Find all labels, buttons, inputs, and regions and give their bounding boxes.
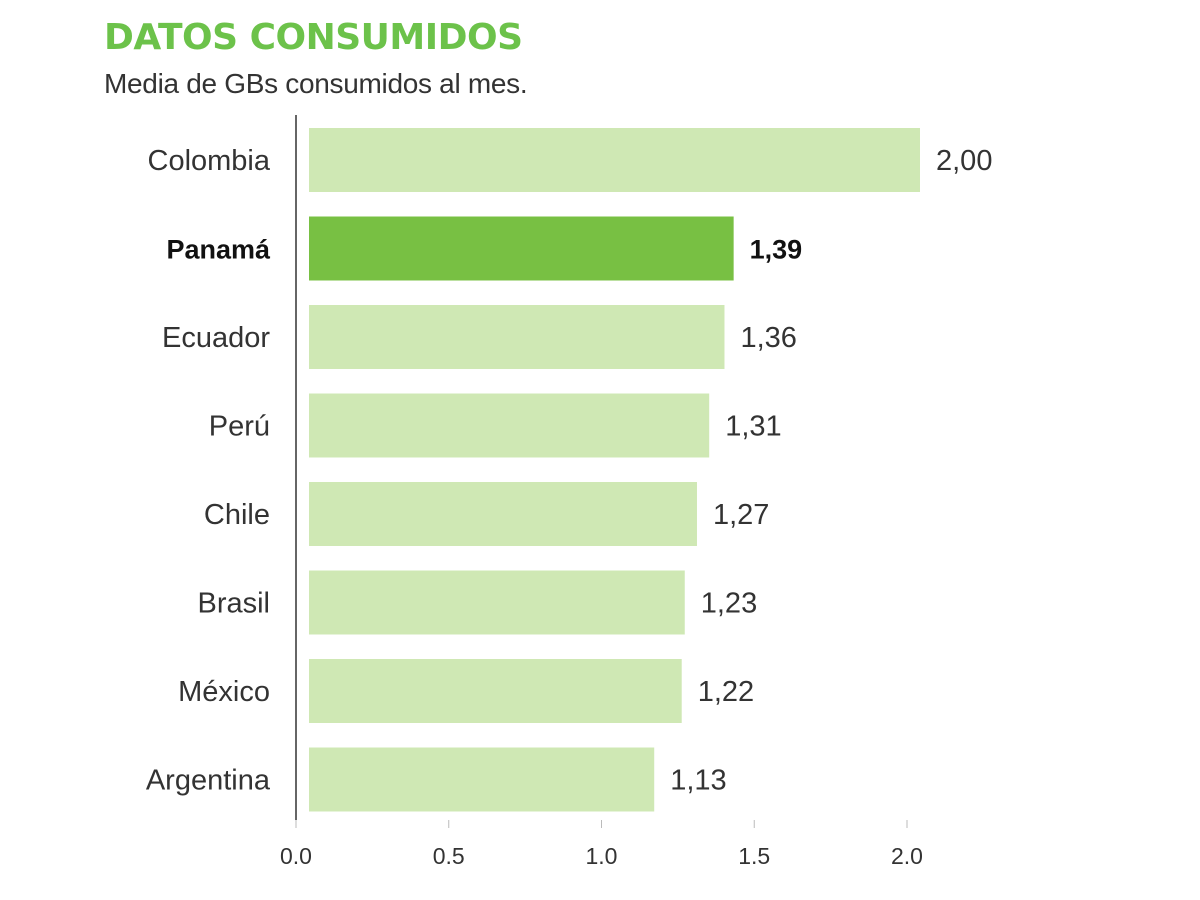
bars-layer bbox=[309, 128, 920, 812]
x-tick-label: 0.5 bbox=[433, 843, 465, 869]
category-label: Brasil bbox=[197, 588, 270, 620]
bar bbox=[309, 659, 682, 723]
value-label: 1,39 bbox=[750, 235, 803, 265]
bar bbox=[309, 747, 655, 812]
x-tick-label: 1.0 bbox=[586, 843, 618, 869]
x-tick-label: 0.0 bbox=[280, 843, 312, 869]
value-label: 1,22 bbox=[698, 676, 754, 708]
value-label: 1,36 bbox=[740, 322, 796, 354]
bar bbox=[309, 305, 725, 369]
category-label: Panamá bbox=[166, 235, 271, 265]
x-tick-label: 2.0 bbox=[891, 843, 923, 869]
category-label: Colombia bbox=[148, 145, 271, 177]
chart-subtitle: Media de GBs consumidos al mes. bbox=[104, 68, 528, 99]
value-label: 1,13 bbox=[670, 765, 726, 797]
bar bbox=[309, 128, 920, 192]
category-label: Chile bbox=[204, 499, 270, 531]
value-label: 1,23 bbox=[701, 588, 757, 620]
bar bbox=[309, 482, 697, 546]
value-label: 1,27 bbox=[713, 499, 769, 531]
labels-layer: Colombia 2,00 Panamá 1,39 Ecuador 1,36 Perú 1,3… bbox=[146, 145, 993, 797]
category-label: Argentina bbox=[146, 765, 271, 797]
value-label: 2,00 bbox=[936, 145, 992, 177]
x-tick-label: 1.5 bbox=[738, 843, 770, 869]
bar bbox=[309, 393, 710, 458]
category-label: Perú bbox=[209, 411, 270, 443]
category-label: Ecuador bbox=[162, 322, 270, 354]
bar bbox=[309, 216, 734, 281]
x-axis-ticks: 0.0 0.5 1.0 1.5 2.0 bbox=[280, 820, 923, 869]
value-label: 1,31 bbox=[725, 411, 781, 443]
bar bbox=[309, 570, 685, 635]
category-label: México bbox=[178, 676, 270, 708]
chart-title: DATOS CONSUMIDOS bbox=[104, 17, 523, 58]
